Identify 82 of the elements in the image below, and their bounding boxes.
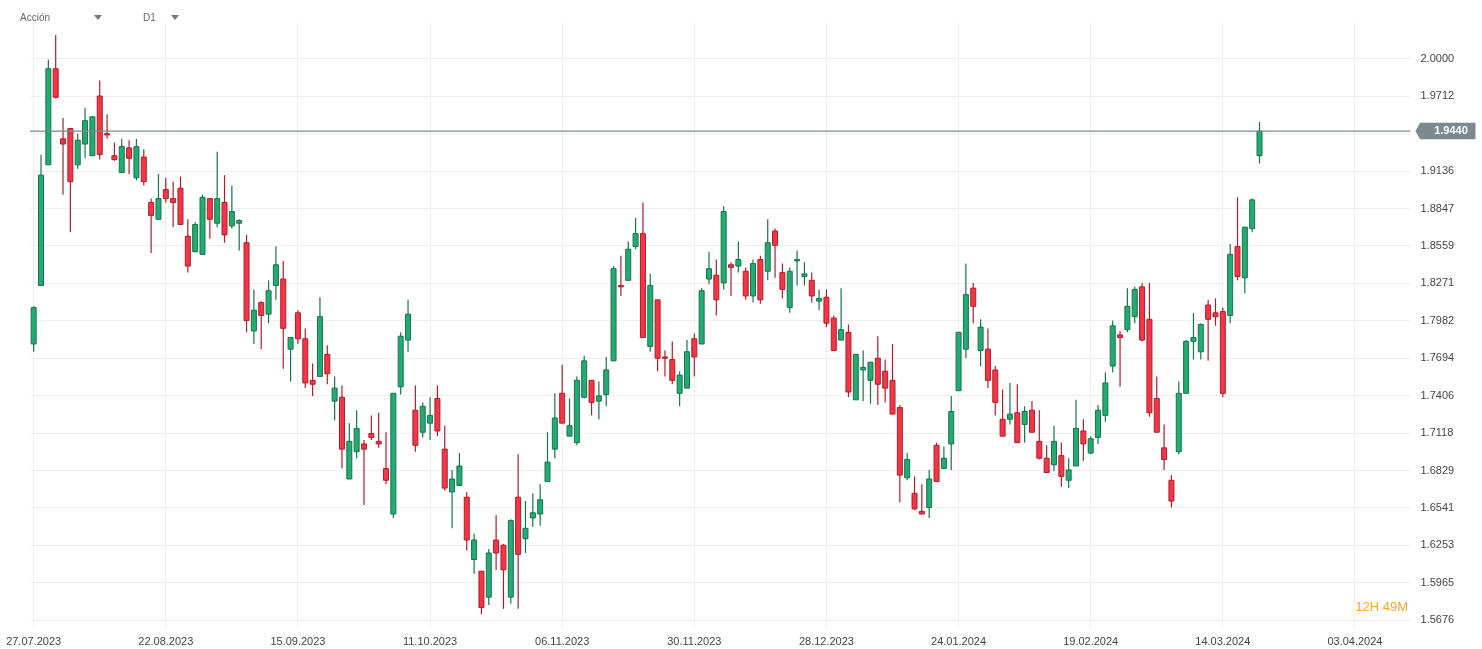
candlestick: [691, 332, 698, 378]
candlestick: [779, 262, 786, 300]
ref-line-label: 1.9440: [1434, 124, 1468, 137]
chart-subtitle: D1: [143, 12, 156, 23]
candlestick: [1080, 418, 1087, 462]
candlestick: [155, 173, 162, 220]
candlestick: [272, 246, 279, 301]
candlestick: [588, 379, 595, 416]
candlestick: [1021, 405, 1028, 444]
candlestick: [904, 452, 911, 481]
candlestick: [522, 500, 529, 554]
candlestick: [1058, 442, 1065, 488]
y-tick-label: 1.7694: [1420, 351, 1455, 364]
candlestick: [1161, 423, 1168, 471]
candlestick: [999, 388, 1006, 437]
candlestick: [383, 431, 390, 485]
candlestick: [669, 340, 676, 385]
candlestick: [126, 139, 133, 175]
y-tick-label: 1.5676: [1420, 613, 1455, 626]
x-tick-label: 11.10.2023: [402, 634, 458, 647]
x-tick-label: 30.11.2023: [667, 634, 722, 647]
candlestick: [544, 431, 551, 483]
candlestick: [970, 282, 977, 324]
y-tick-label: 1.9712: [1420, 89, 1455, 102]
candlestick: [808, 271, 815, 304]
y-tick-label: 1.6541: [1420, 500, 1455, 513]
x-tick-label: 24.01.2024: [931, 634, 987, 647]
candlestick: [617, 255, 624, 297]
candlestick: [1050, 425, 1057, 472]
candlestick: [838, 287, 845, 341]
chart-title: Acción: [20, 12, 51, 23]
candlestick: [728, 261, 735, 297]
candlestick: [1168, 474, 1175, 509]
y-tick-label: 1.8847: [1420, 201, 1455, 214]
candlestick: [148, 197, 155, 254]
candlestick: [324, 344, 331, 385]
candlestick: [772, 227, 779, 279]
candlestick: [911, 475, 918, 511]
candlestick: [595, 381, 602, 420]
y-tick-label: 1.8271: [1420, 276, 1455, 289]
candlestick: [206, 197, 213, 240]
x-tick-label: 14.03.2024: [1195, 634, 1251, 647]
candlestick: [265, 279, 272, 324]
candlestick: [794, 249, 801, 287]
candlestick: [632, 217, 639, 250]
candlestick: [258, 300, 265, 350]
candlestick: [375, 412, 382, 449]
y-tick-label: 1.8559: [1420, 238, 1455, 251]
candlestick: [1028, 400, 1035, 433]
candlestick: [250, 288, 257, 345]
y-tick-label: 1.6253: [1420, 538, 1455, 551]
candlestick: [1006, 382, 1013, 426]
y-tick-label: 2.0000: [1420, 51, 1455, 64]
x-tick-label: 06.11.2023: [535, 634, 590, 647]
y-tick-label: 1.7982: [1420, 313, 1455, 326]
candlestick: [705, 251, 712, 285]
x-tick-label: 19.02.2024: [1063, 634, 1119, 647]
candlestick: [471, 532, 478, 575]
candlestick: [111, 142, 118, 162]
x-tick-label: 27.07.2023: [6, 634, 62, 647]
candlestick: [368, 414, 375, 441]
candlestick: [816, 288, 823, 311]
candlestick: [801, 261, 808, 287]
candlestick: [360, 439, 367, 506]
x-tick-label: 15.09.2023: [270, 634, 326, 647]
y-tick-label: 1.5965: [1420, 575, 1455, 588]
candlestick: [918, 483, 925, 515]
candlestick: [940, 445, 947, 470]
y-tick-label: 1.7406: [1420, 388, 1455, 401]
candlestick: [977, 318, 984, 367]
candlestick: [287, 336, 294, 383]
candlestick: [331, 375, 338, 422]
y-tick-label: 1.9136: [1420, 164, 1455, 177]
candlestick: [1117, 330, 1124, 388]
candlestick: [735, 240, 742, 274]
y-tick-label: 1.7118: [1420, 426, 1454, 439]
y-tick-label: 1.6829: [1420, 463, 1455, 476]
annotation: 12H 49M: [1355, 599, 1408, 614]
x-tick-label: 22.08.2023: [138, 634, 194, 647]
x-tick-label: 28.12.2023: [798, 634, 854, 647]
candlestick: [1065, 457, 1072, 489]
x-tick-label: 03.04.2024: [1327, 634, 1383, 647]
